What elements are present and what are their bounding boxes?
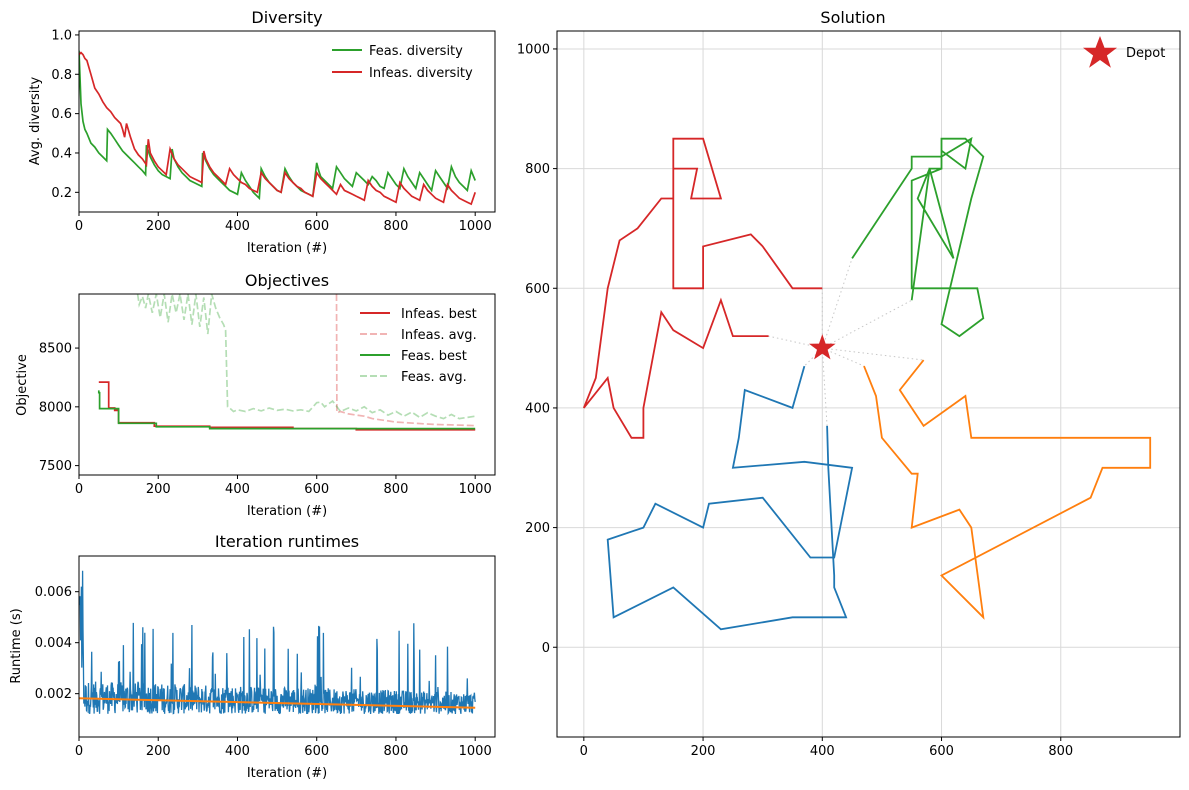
x-tick-label: 600 [304, 219, 329, 234]
y-tick-label: 0.8 [51, 68, 72, 83]
x-tick-label: 200 [691, 744, 716, 759]
x-tick-label: 400 [225, 744, 250, 759]
solution-legend: Depot [1083, 36, 1165, 68]
route-4 [582, 137, 823, 439]
legend-feas-diversity: Feas. diversity [369, 44, 463, 59]
y-tick-label: 800 [525, 162, 550, 177]
x-tick-label: 200 [146, 219, 171, 234]
route-2 [863, 359, 1152, 620]
diversity-ticks: 0 200 400 600 800 1000 0.2 0.4 0.6 0.8 1.0 [51, 28, 491, 234]
y-tick-label: 0.4 [51, 146, 72, 161]
legend-feas-avg: Feas. avg. [401, 370, 467, 385]
diversity-panel: Diversity 0 200 400 600 800 1000 0.2 0.4 0.6 0.8 1… [28, 8, 496, 256]
diversity-series-infeas-diversity [79, 51, 477, 206]
objectives-ticks: 0 200 400 600 800 1000 7500 8000 8500 [39, 342, 492, 497]
x-tick-label: 0 [75, 482, 83, 497]
depot-star-icon [809, 334, 836, 360]
x-tick-label: 0 [75, 744, 83, 759]
x-tick-label: 800 [384, 482, 409, 497]
x-tick-label: 200 [146, 482, 171, 497]
y-tick-label: 0.006 [35, 585, 72, 600]
runtime-trend-line [79, 697, 476, 709]
diversity-legend: Feas. diversity Infeas. diversity [332, 44, 473, 81]
x-tick-label: 200 [146, 744, 171, 759]
diversity-y-axis-label: Avg. diversity [28, 76, 43, 165]
y-tick-label: 1.0 [51, 28, 72, 43]
x-tick-label: 1000 [459, 744, 492, 759]
runtimes-panel: Iteration runtimes 0 200 400 600 800 1000 0.00… [9, 532, 496, 781]
x-tick-label: 800 [384, 219, 409, 234]
objectives-plot-area [97, 294, 476, 431]
y-tick-label: 8500 [39, 342, 72, 357]
x-tick-label: 1000 [459, 219, 492, 234]
legend-depot: Depot [1126, 46, 1165, 61]
depot-connector [822, 299, 912, 349]
y-tick-label: 0.6 [51, 107, 72, 122]
x-tick-label: 800 [1048, 744, 1073, 759]
route-1 [606, 365, 854, 631]
y-tick-label: 0.004 [35, 636, 72, 651]
x-tick-label: 400 [225, 482, 250, 497]
runtimes-y-axis-label: Runtime (s) [9, 608, 24, 683]
objectives-x-axis-label: Iteration (#) [247, 504, 327, 519]
solution-ticks: 0 200 400 600 800 0 200 400 600 800 1000 [517, 42, 1073, 759]
x-tick-label: 400 [225, 219, 250, 234]
x-tick-label: 600 [304, 744, 329, 759]
objectives-y-axis-label: Objective [15, 354, 30, 416]
solution-grid [557, 31, 1180, 737]
y-tick-label: 0.002 [35, 687, 72, 702]
y-tick-label: 200 [525, 521, 550, 536]
y-tick-label: 0.2 [51, 186, 72, 201]
legend-infeas-best: Infeas. best [401, 307, 477, 322]
runtimes-ticks: 0 200 400 600 800 1000 0.002 0.004 0.006 [35, 585, 492, 759]
runtimes-title: Iteration runtimes [215, 532, 359, 551]
legend-infeas-avg: Infeas. avg. [401, 328, 477, 343]
solution-title: Solution [820, 8, 885, 27]
y-tick-label: 600 [525, 282, 550, 297]
x-tick-label: 1000 [459, 482, 492, 497]
runtimes-x-axis-label: Iteration (#) [247, 766, 327, 781]
solution-plot-area [582, 136, 1152, 631]
x-tick-label: 400 [810, 744, 835, 759]
x-tick-label: 600 [304, 482, 329, 497]
legend-infeas-diversity: Infeas. diversity [369, 66, 473, 81]
diversity-x-axis-label: Iteration (#) [247, 241, 327, 256]
objectives-legend: Infeas. best Infeas. avg. Feas. best Fea… [360, 307, 477, 385]
y-tick-label: 8000 [39, 400, 72, 415]
diversity-series-feas-diversity [79, 50, 476, 201]
y-tick-label: 7500 [39, 459, 72, 474]
objectives-series-feas-avg- [136, 294, 476, 420]
y-tick-label: 1000 [517, 42, 550, 57]
legend-feas-best: Feas. best [401, 349, 467, 364]
x-tick-label: 800 [384, 744, 409, 759]
depot-connector [822, 347, 865, 367]
runtimes-plot-area [79, 570, 476, 716]
diversity-title: Diversity [251, 8, 322, 27]
y-tick-label: 400 [525, 401, 550, 416]
x-tick-label: 0 [75, 219, 83, 234]
objectives-panel: Objectives 0 200 400 600 800 1000 7500 8000 8500… [15, 271, 496, 519]
objectives-title: Objectives [245, 271, 329, 290]
legend-depot-star-icon [1083, 36, 1117, 68]
x-tick-label: 0 [580, 744, 588, 759]
x-tick-label: 600 [929, 744, 954, 759]
solution-panel: Solution 0 200 400 600 80002004006008001000 … [517, 8, 1181, 759]
y-tick-label: 0 [542, 641, 550, 656]
route-3 [851, 136, 985, 338]
diversity-plot-area [79, 50, 477, 206]
objectives-series-infeas-avg- [335, 294, 476, 427]
objectives-series-feas-best [97, 390, 476, 430]
